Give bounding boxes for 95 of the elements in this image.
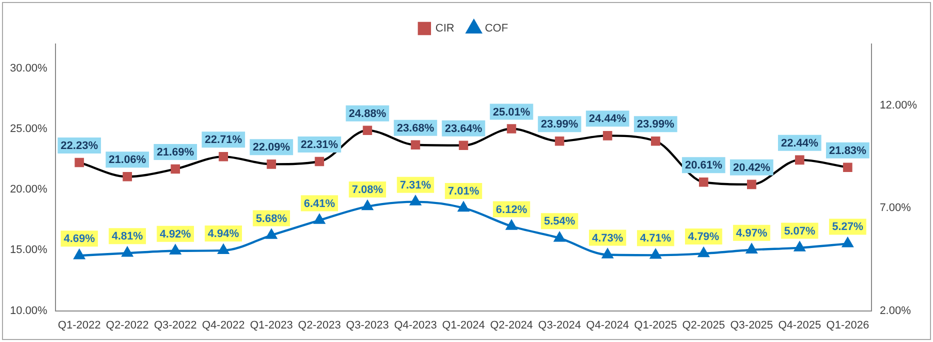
- data-label: 21.83%: [829, 144, 867, 157]
- point: [362, 126, 372, 135]
- point: [842, 238, 854, 248]
- x-tick-label: Q1-2026: [826, 319, 870, 332]
- data-label: 4.97%: [736, 227, 768, 240]
- data-label: 7.08%: [352, 184, 384, 196]
- point: [218, 152, 228, 162]
- data-label: 6.12%: [496, 204, 528, 216]
- x-tick-label: Q2-2024: [490, 319, 533, 332]
- data-label: 20.42%: [732, 162, 771, 174]
- y2-tick-label: 2.00%: [880, 304, 912, 317]
- y-tick-label: 20.00%: [10, 184, 48, 196]
- y2-tick-label: 7.00%: [880, 202, 912, 214]
- point: [458, 202, 469, 212]
- y-tick-label: 30.00%: [10, 62, 48, 74]
- point: [650, 136, 660, 146]
- point: [843, 162, 852, 172]
- x-tick-label: Q3-2025: [730, 319, 774, 332]
- point: [74, 158, 84, 168]
- point: [170, 164, 180, 174]
- x-tick-label: Q4-2022: [202, 319, 245, 332]
- x-tick-label: Q2-2023: [298, 319, 341, 332]
- point: [122, 172, 132, 182]
- data-label: 7.01%: [448, 186, 480, 198]
- data-label: 4.81%: [112, 230, 144, 243]
- point: [554, 232, 565, 242]
- x-tick-label: Q3-2022: [154, 319, 197, 332]
- point: [218, 244, 229, 254]
- point: [747, 180, 756, 190]
- data-label: 22.31%: [300, 139, 338, 152]
- x-tick-label: Q4-2025: [778, 319, 822, 332]
- point: [314, 156, 324, 166]
- y-tick-label: 15.00%: [10, 244, 48, 256]
- x-tick-label: Q3-2024: [538, 319, 581, 332]
- data-label: 5.68%: [256, 212, 288, 225]
- y2-tick-label: 12.00%: [880, 100, 918, 112]
- data-label: 24.44%: [588, 113, 626, 126]
- data-label: 23.64%: [444, 122, 482, 135]
- point: [698, 177, 708, 187]
- data-label: 5.54%: [544, 216, 576, 228]
- legend-label: COF: [484, 22, 508, 35]
- data-label: 21.69%: [156, 146, 194, 159]
- point: [698, 247, 710, 258]
- x-tick-label: Q1-2023: [250, 319, 293, 332]
- data-label: 22.44%: [781, 137, 819, 150]
- point: [602, 131, 612, 140]
- data-label: 4.92%: [160, 228, 192, 240]
- point: [410, 140, 420, 150]
- point: [362, 200, 373, 210]
- data-label: 22.71%: [204, 134, 242, 146]
- data-label: 4.73%: [592, 232, 624, 244]
- point: [410, 196, 421, 206]
- data-label: 23.68%: [396, 122, 434, 134]
- data-label: 23.99%: [636, 118, 674, 131]
- data-label: 21.06%: [108, 154, 146, 166]
- x-tick-label: Q2-2025: [682, 319, 726, 332]
- legend-label: CIR: [435, 22, 454, 35]
- point: [122, 247, 133, 257]
- data-label: 5.27%: [832, 221, 864, 234]
- data-label: 4.69%: [64, 233, 96, 246]
- point: [314, 214, 325, 224]
- x-tick-label: Q4-2023: [394, 319, 437, 332]
- point: [266, 229, 277, 239]
- data-label: 5.07%: [784, 225, 816, 238]
- data-label: 25.01%: [492, 106, 530, 118]
- data-label: 20.61%: [684, 160, 722, 172]
- x-tick-label: Q1-2022: [58, 319, 101, 332]
- point: [506, 124, 516, 134]
- x-tick-label: Q4-2024: [586, 319, 629, 332]
- data-label: 4.94%: [208, 228, 240, 240]
- y-tick-label: 10.00%: [10, 304, 48, 317]
- point: [266, 160, 276, 169]
- x-tick-label: Q1-2025: [634, 319, 677, 332]
- point: [650, 249, 662, 259]
- point: [602, 248, 613, 258]
- data-label: 7.31%: [400, 179, 432, 192]
- y-tick-label: 25.00%: [10, 122, 48, 135]
- x-tick-label: Q2-2022: [106, 319, 149, 332]
- point: [795, 155, 804, 165]
- data-label: 6.41%: [304, 198, 336, 210]
- x-tick-label: Q3-2023: [346, 319, 389, 332]
- point: [74, 249, 85, 260]
- data-label: 23.99%: [540, 118, 578, 131]
- point: [554, 136, 564, 146]
- data-label: 4.79%: [688, 231, 720, 244]
- point: [506, 220, 517, 230]
- x-tick-label: Q1-2024: [442, 319, 485, 332]
- point: [794, 242, 806, 252]
- data-label: 24.88%: [348, 108, 386, 120]
- point: [170, 244, 181, 254]
- data-label: 4.71%: [640, 232, 672, 245]
- data-label: 22.23%: [60, 140, 98, 152]
- point: [746, 244, 758, 254]
- point: [458, 140, 468, 150]
- data-label: 22.09%: [252, 142, 290, 154]
